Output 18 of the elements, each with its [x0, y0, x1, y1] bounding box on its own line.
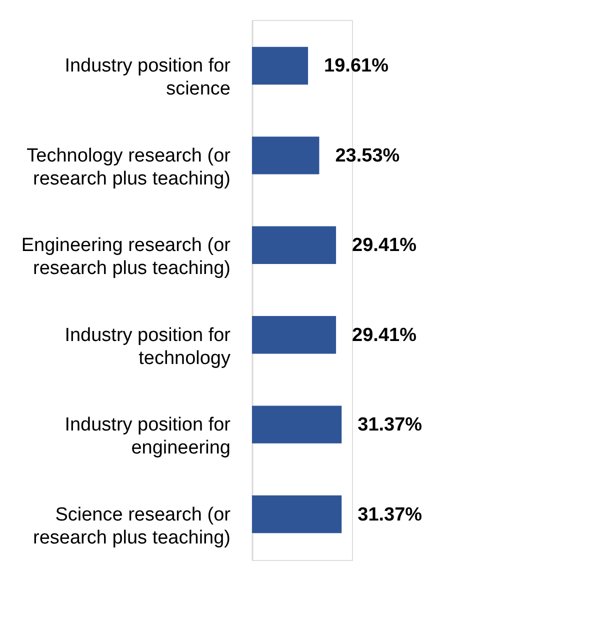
bar [252, 406, 342, 444]
data-label: 29.41% [352, 324, 417, 346]
bar [252, 136, 320, 174]
bar [252, 46, 308, 85]
data-label: 31.37% [358, 504, 422, 526]
y-tick-label: Industry position for technology [64, 324, 232, 369]
data-label: 29.41% [352, 235, 417, 256]
data-label: 31.37% [358, 414, 422, 436]
y-tick-label: Engineering research (or research plus teaching) [21, 235, 232, 280]
data-label: 19.61% [324, 56, 389, 77]
bar [252, 495, 342, 534]
y-tick-label: Industry position for science [64, 56, 232, 100]
bar [252, 226, 336, 264]
y-tick-label: Science research (or research plus teaching) [33, 504, 232, 548]
bar [252, 316, 336, 354]
data-label: 23.53% [335, 145, 400, 166]
y-tick-label: Industry position for engineering [64, 414, 232, 459]
y-tick-label: Technology research (or research plus teaching) [26, 145, 232, 190]
